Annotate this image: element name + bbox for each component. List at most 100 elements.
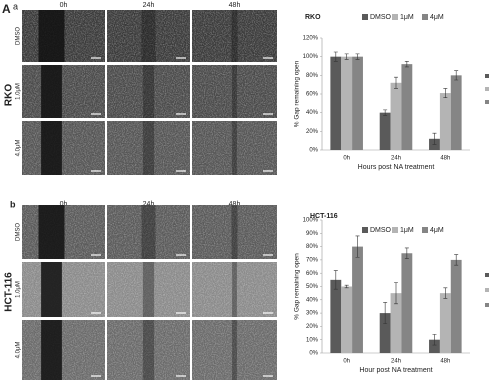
row-label: 4.0μM [16,140,22,157]
wound-gap [141,10,156,62]
micrograph-texture [22,262,105,317]
column-label: 48h [229,2,241,9]
bar [401,64,413,150]
micrograph-texture [107,262,190,317]
error-bar [383,302,388,325]
column-label: 0h [60,201,68,208]
bar [450,75,462,150]
wound-gap [38,205,65,259]
cell-line-label: HCT-116 [4,272,15,312]
error-bar [333,51,338,62]
bar [401,253,413,353]
legend-swatch [485,273,489,277]
error-bar [432,334,437,346]
y-tick-label: 120% [303,36,319,42]
legend-label: DMSO [370,227,392,234]
column-label: 24h [143,2,155,9]
cell-line-label: RKO [4,84,15,106]
legend-swatch [485,87,489,91]
y-tick-label: 60% [306,92,319,98]
error-bar [443,287,448,299]
error-bar [394,76,398,89]
wound-gap [142,320,155,380]
micrograph-texture [107,320,190,380]
wound-gap [232,65,237,118]
bar [330,279,342,353]
y-axis-title: % Gap remaining open [294,253,301,320]
micrograph-texture [192,320,277,380]
bar [379,112,391,150]
x-tick-label: 0h [343,156,350,162]
wound-gap [232,320,237,380]
row-label: 4.0μM [16,342,22,359]
y-tick-label: 30% [306,311,319,317]
micrograph-texture [192,205,277,259]
micrograph-texture [192,65,277,118]
micrograph-texture [107,121,190,175]
wound-gap [232,121,237,175]
wound-gap [41,320,62,380]
y-tick-label: 90% [306,231,319,237]
micrograph-texture [107,205,190,259]
error-bar [344,284,349,289]
bar [390,82,402,150]
error-bar [404,61,409,68]
micrograph-texture [107,10,190,62]
micrograph-texture [192,10,277,62]
bar [429,339,440,353]
error-bar [432,132,437,145]
panel-label: a [13,1,18,11]
panel-label: A [2,2,11,16]
error-bar [383,109,388,116]
error-bar [355,235,360,258]
y-tick-label: 40% [306,110,319,116]
y-tick-label: 0% [309,148,318,154]
legend-label: 4μM [430,14,444,21]
chart-title: HCT-116 [310,213,338,220]
bar [439,93,451,150]
bar [450,259,462,353]
bar [330,56,342,150]
wound-gap [41,65,62,118]
bar [341,286,353,353]
legend-swatch [362,227,368,233]
error-bar [394,282,398,305]
legend-label: 1μM [400,227,414,234]
wound-gap [232,262,237,317]
y-tick-label: 70% [306,257,319,263]
y-tick-label: 10% [306,337,319,343]
micrograph-texture [22,320,105,380]
bar [352,56,363,150]
row-label: DMSO [16,223,22,241]
wound-gap [231,205,238,259]
wound-gap [38,10,65,62]
x-tick-label: 24h [391,156,401,162]
y-tick-label: 50% [306,284,319,290]
row-label: DMSO [16,27,22,45]
wound-gap [231,10,238,62]
error-bar [333,270,338,290]
wound-gap [41,262,62,317]
panel-label: b [10,199,16,209]
x-tick-label: 48h [440,359,450,365]
bar [390,293,402,353]
row-label: 1.0μM [16,83,22,100]
legend-swatch [362,14,368,20]
error-bar [355,53,360,60]
y-tick-label: 100% [303,54,319,60]
error-bar [454,70,459,81]
error-bar [344,53,349,60]
y-tick-label: 80% [306,73,319,79]
legend-swatch [485,303,489,307]
y-tick-label: 60% [306,271,319,277]
legend-label: 1μM [400,14,414,21]
legend-swatch [422,14,428,20]
bar [439,293,451,353]
legend-label: DMSO [370,14,392,21]
row-label: 1.0μM [16,281,22,298]
x-axis-title: Hours post NA treatment [358,164,435,171]
legend-swatch [392,14,398,20]
y-tick-label: 0% [309,351,318,357]
x-tick-label: 24h [391,359,401,365]
wound-gap [142,262,155,317]
